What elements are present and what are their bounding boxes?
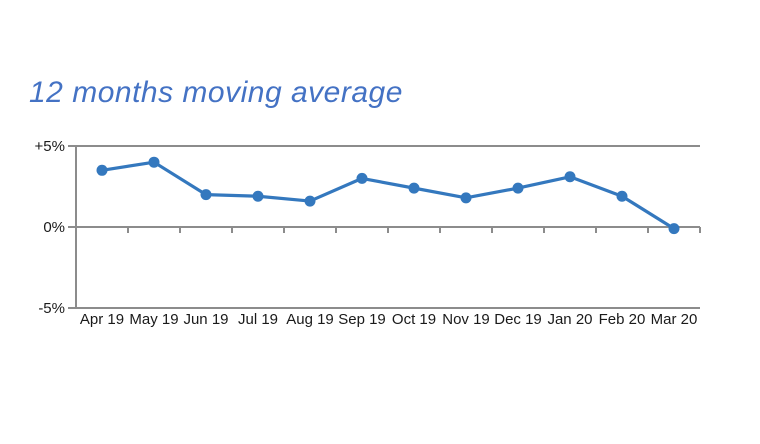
y-axis-label: -5% bbox=[38, 300, 65, 317]
chart-title: 12 months moving average bbox=[29, 76, 403, 109]
data-point bbox=[408, 182, 420, 194]
y-axis-label: +5% bbox=[35, 138, 65, 155]
x-axis-label: Oct 19 bbox=[392, 311, 436, 328]
x-axis-label: May 19 bbox=[129, 311, 178, 328]
x-axis-label: Apr 19 bbox=[80, 311, 124, 328]
x-axis-label: Jul 19 bbox=[238, 311, 278, 328]
x-axis-label: Jan 20 bbox=[547, 311, 592, 328]
x-axis-label: Sep 19 bbox=[338, 311, 386, 328]
x-axis-label: Mar 20 bbox=[651, 311, 698, 328]
data-point bbox=[200, 189, 212, 201]
data-point bbox=[148, 156, 160, 168]
data-point bbox=[252, 190, 264, 202]
data-point bbox=[564, 171, 576, 183]
x-axis-label: Jun 19 bbox=[183, 311, 228, 328]
data-point bbox=[356, 172, 368, 184]
y-axis-label: 0% bbox=[43, 219, 65, 236]
x-axis-label: Aug 19 bbox=[286, 311, 334, 328]
data-point bbox=[460, 192, 472, 204]
data-point bbox=[616, 190, 628, 202]
x-axis-label: Nov 19 bbox=[442, 311, 490, 328]
data-point bbox=[304, 195, 316, 207]
data-point bbox=[668, 223, 680, 235]
data-line bbox=[100, 160, 676, 231]
x-axis-label: Feb 20 bbox=[599, 311, 646, 328]
data-point bbox=[96, 164, 108, 176]
x-axis-label: Dec 19 bbox=[494, 311, 542, 328]
data-point bbox=[512, 182, 524, 194]
